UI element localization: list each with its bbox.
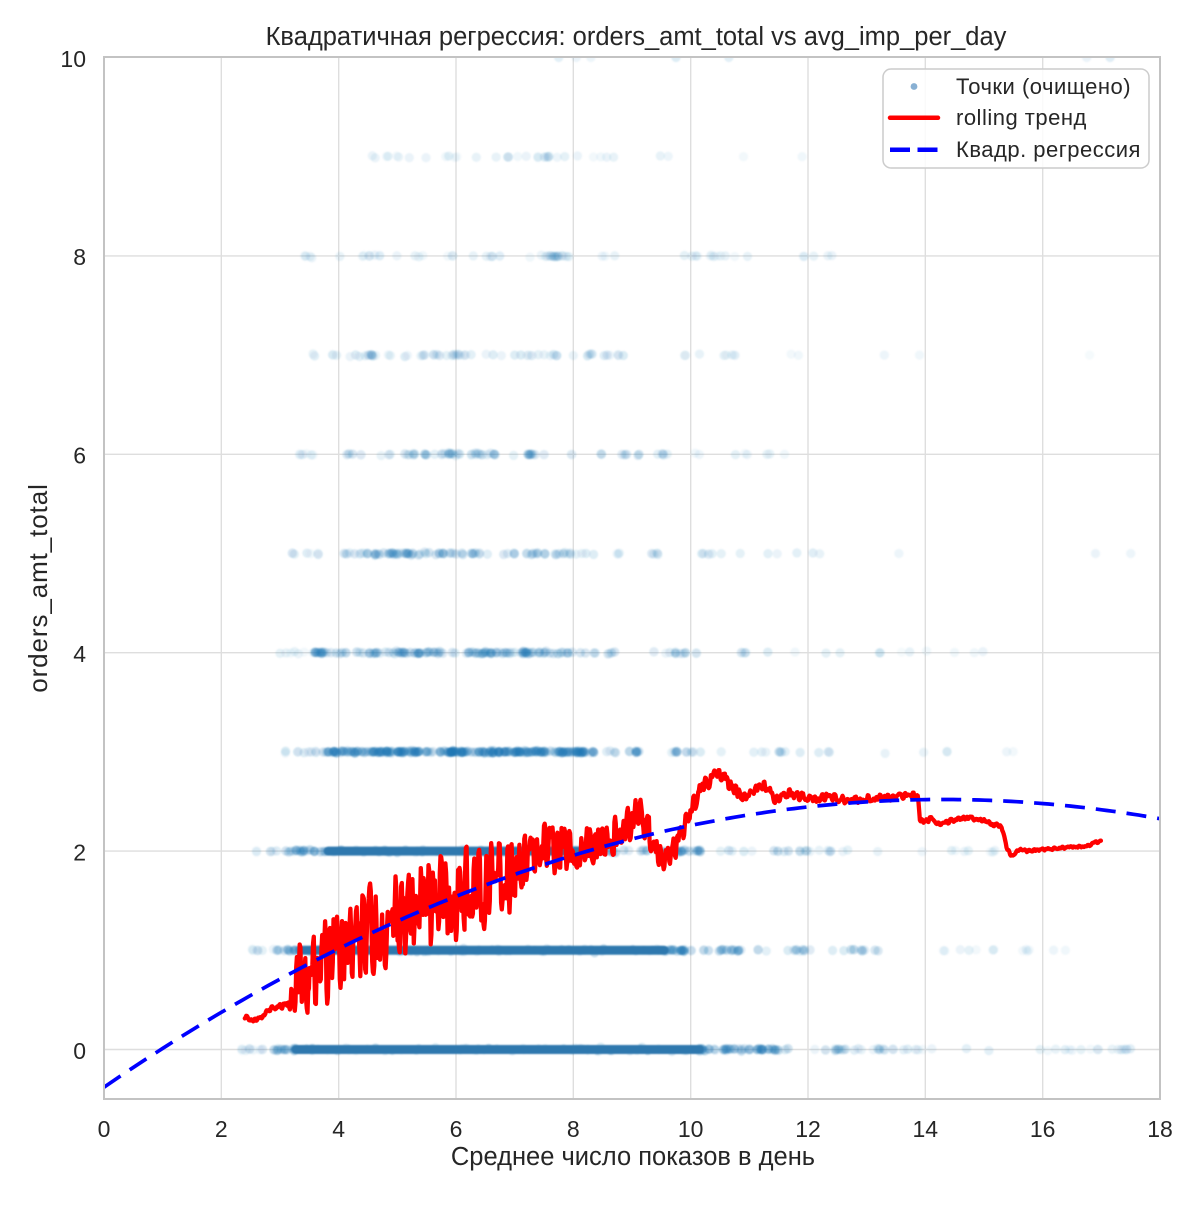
svg-text:4: 4 bbox=[332, 1116, 345, 1142]
svg-text:18: 18 bbox=[1147, 1116, 1173, 1142]
svg-text:6: 6 bbox=[73, 443, 86, 469]
svg-text:0: 0 bbox=[73, 1038, 86, 1064]
svg-text:4: 4 bbox=[73, 641, 86, 667]
svg-text:6: 6 bbox=[450, 1116, 463, 1142]
svg-text:12: 12 bbox=[795, 1116, 821, 1142]
svg-text:rolling тренд: rolling тренд bbox=[956, 105, 1087, 130]
svg-text:0: 0 bbox=[98, 1116, 111, 1142]
svg-text:Квадр. регрессия: Квадр. регрессия bbox=[956, 137, 1141, 162]
svg-text:Среднее число показов в день: Среднее число показов в день bbox=[451, 1143, 815, 1171]
svg-text:2: 2 bbox=[73, 839, 86, 865]
svg-text:10: 10 bbox=[60, 46, 86, 72]
svg-text:orders_amt_total: orders_amt_total bbox=[23, 483, 53, 693]
svg-text:Точки (очищено): Точки (очищено) bbox=[956, 74, 1131, 99]
svg-text:14: 14 bbox=[913, 1116, 939, 1142]
svg-text:8: 8 bbox=[567, 1116, 580, 1142]
svg-text:16: 16 bbox=[1030, 1116, 1056, 1142]
svg-text:10: 10 bbox=[678, 1116, 704, 1142]
svg-text:8: 8 bbox=[73, 244, 86, 270]
svg-text:2: 2 bbox=[215, 1116, 228, 1142]
svg-text:Квадратичная регрессия: orders: Квадратичная регрессия: orders_amt_total… bbox=[266, 23, 1007, 51]
